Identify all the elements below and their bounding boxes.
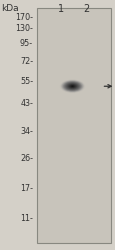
Text: 72-: 72- <box>20 57 33 66</box>
Text: 1: 1 <box>57 4 63 15</box>
Text: 17-: 17- <box>20 184 33 193</box>
Text: 170-: 170- <box>15 13 33 22</box>
Ellipse shape <box>69 84 75 88</box>
Ellipse shape <box>69 85 74 88</box>
Ellipse shape <box>71 86 73 87</box>
Ellipse shape <box>62 81 81 92</box>
Text: 34-: 34- <box>20 127 33 136</box>
Ellipse shape <box>63 82 81 91</box>
Text: kDa: kDa <box>1 4 19 13</box>
Ellipse shape <box>70 85 74 87</box>
Ellipse shape <box>66 83 78 89</box>
Text: 43-: 43- <box>20 99 33 108</box>
Ellipse shape <box>66 83 78 90</box>
Ellipse shape <box>68 84 76 88</box>
Text: 2: 2 <box>83 4 89 15</box>
Text: 55-: 55- <box>20 77 33 86</box>
Text: 11-: 11- <box>20 214 33 223</box>
Ellipse shape <box>60 80 83 92</box>
Ellipse shape <box>65 82 79 90</box>
Text: 26-: 26- <box>20 154 33 163</box>
Ellipse shape <box>61 80 83 92</box>
Text: 130-: 130- <box>15 24 33 33</box>
Ellipse shape <box>64 82 80 91</box>
Ellipse shape <box>67 84 77 89</box>
Ellipse shape <box>59 80 85 93</box>
Ellipse shape <box>67 84 76 89</box>
Bar <box>37 8 110 242</box>
Ellipse shape <box>64 82 79 90</box>
Ellipse shape <box>60 80 84 93</box>
Text: 95-: 95- <box>20 39 33 48</box>
Ellipse shape <box>62 81 82 92</box>
